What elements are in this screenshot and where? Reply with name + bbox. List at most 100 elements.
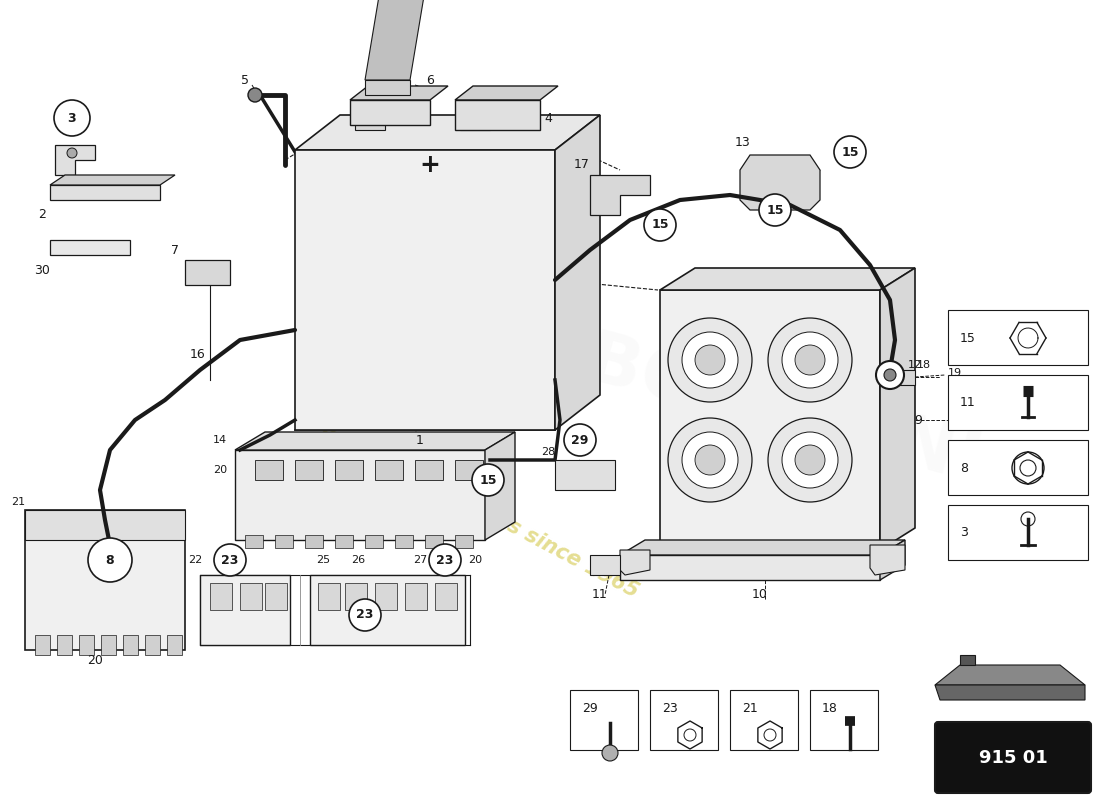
Circle shape <box>682 332 738 388</box>
Polygon shape <box>35 635 50 655</box>
Polygon shape <box>395 535 412 548</box>
Polygon shape <box>255 460 283 480</box>
Text: 30: 30 <box>34 263 50 277</box>
Text: 21: 21 <box>11 497 25 507</box>
Polygon shape <box>556 460 615 490</box>
Text: 29: 29 <box>582 702 597 714</box>
Text: 28: 28 <box>541 447 556 457</box>
Polygon shape <box>310 575 465 645</box>
Polygon shape <box>460 101 508 115</box>
FancyBboxPatch shape <box>810 690 878 750</box>
Polygon shape <box>50 240 130 255</box>
Polygon shape <box>200 575 290 645</box>
Text: 25: 25 <box>316 555 330 565</box>
Polygon shape <box>50 185 160 200</box>
Circle shape <box>834 136 866 168</box>
Text: 14: 14 <box>213 435 227 445</box>
Polygon shape <box>245 535 263 548</box>
Polygon shape <box>455 100 540 130</box>
Polygon shape <box>350 86 448 100</box>
Text: 3: 3 <box>960 526 968 539</box>
Circle shape <box>54 100 90 136</box>
Polygon shape <box>455 460 483 480</box>
Text: 9: 9 <box>914 414 922 426</box>
Polygon shape <box>415 460 443 480</box>
Polygon shape <box>25 510 185 650</box>
Polygon shape <box>590 555 620 575</box>
Text: +: + <box>419 153 440 177</box>
Polygon shape <box>365 535 383 548</box>
Polygon shape <box>660 268 915 290</box>
Text: 11: 11 <box>960 397 976 410</box>
Polygon shape <box>455 86 558 100</box>
Circle shape <box>644 209 676 241</box>
Text: 20: 20 <box>87 654 103 666</box>
Text: 15: 15 <box>767 203 783 217</box>
Circle shape <box>564 424 596 456</box>
Text: 23: 23 <box>437 554 453 566</box>
Text: 16: 16 <box>190 349 206 362</box>
Circle shape <box>768 318 852 402</box>
Polygon shape <box>167 635 182 655</box>
Circle shape <box>248 88 262 102</box>
Polygon shape <box>405 583 427 610</box>
FancyBboxPatch shape <box>730 690 798 750</box>
FancyBboxPatch shape <box>948 375 1088 430</box>
FancyBboxPatch shape <box>948 505 1088 560</box>
Text: 18: 18 <box>917 360 931 370</box>
Polygon shape <box>890 370 915 385</box>
Text: 5: 5 <box>241 74 249 86</box>
Polygon shape <box>880 540 905 580</box>
Polygon shape <box>935 665 1085 685</box>
FancyBboxPatch shape <box>570 690 638 750</box>
Polygon shape <box>935 685 1085 700</box>
Circle shape <box>88 538 132 582</box>
Polygon shape <box>265 583 287 610</box>
Polygon shape <box>375 583 397 610</box>
Polygon shape <box>235 450 485 540</box>
Polygon shape <box>620 555 880 580</box>
Polygon shape <box>336 535 353 548</box>
Text: 8: 8 <box>960 462 968 474</box>
Circle shape <box>682 432 738 488</box>
Polygon shape <box>101 635 116 655</box>
Polygon shape <box>295 115 600 150</box>
Circle shape <box>695 445 725 475</box>
Text: 13: 13 <box>735 135 751 149</box>
Polygon shape <box>79 635 94 655</box>
Circle shape <box>759 194 791 226</box>
Circle shape <box>795 445 825 475</box>
Polygon shape <box>295 150 556 430</box>
FancyBboxPatch shape <box>948 440 1088 495</box>
Polygon shape <box>350 100 430 125</box>
Text: 27: 27 <box>412 555 427 565</box>
Text: 20: 20 <box>213 465 227 475</box>
Polygon shape <box>345 583 367 610</box>
Polygon shape <box>210 583 232 610</box>
Circle shape <box>668 418 752 502</box>
Polygon shape <box>425 535 443 548</box>
Circle shape <box>472 464 504 496</box>
Text: 6: 6 <box>426 74 433 86</box>
Polygon shape <box>336 460 363 480</box>
Text: 3: 3 <box>68 111 76 125</box>
Polygon shape <box>50 175 175 185</box>
Polygon shape <box>123 635 138 655</box>
Circle shape <box>782 432 838 488</box>
Polygon shape <box>460 115 490 130</box>
Polygon shape <box>620 540 905 555</box>
Text: 21: 21 <box>742 702 758 714</box>
Circle shape <box>67 148 77 158</box>
Polygon shape <box>434 583 456 610</box>
Polygon shape <box>295 460 323 480</box>
Polygon shape <box>556 115 600 430</box>
FancyBboxPatch shape <box>948 310 1088 365</box>
Text: 17: 17 <box>574 158 590 171</box>
Text: 22: 22 <box>188 555 202 565</box>
Text: 18: 18 <box>822 702 838 714</box>
FancyBboxPatch shape <box>935 722 1091 793</box>
Text: 8: 8 <box>106 554 114 566</box>
Text: 15: 15 <box>960 331 976 345</box>
Text: 23: 23 <box>356 609 374 622</box>
Text: 29: 29 <box>571 434 588 446</box>
